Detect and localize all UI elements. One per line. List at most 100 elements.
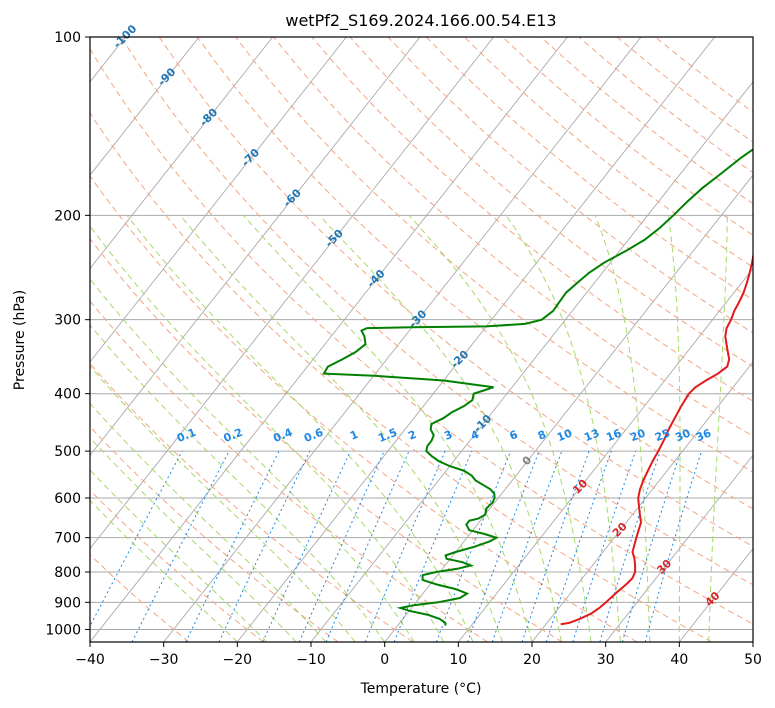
mixing-ratio-line xyxy=(491,450,563,642)
mixing-ratio-line xyxy=(364,450,446,642)
moist-adiabat xyxy=(126,214,474,642)
y-tick-label: 900 xyxy=(54,595,81,611)
moist-adiabat xyxy=(594,215,651,642)
dewpoint-profile-line xyxy=(322,147,753,626)
mixing-ratio-line xyxy=(621,450,682,642)
mixing-ratio-line xyxy=(218,450,311,642)
y-tick-label: 800 xyxy=(54,565,81,581)
y-tick-label: 300 xyxy=(54,313,81,329)
axis-layer: −40 −30 −20 −10 0 10 20 30 40 50 1000 900 800 700 600 5… xyxy=(45,30,762,668)
dry-adiabat xyxy=(90,237,563,642)
mixing-ratio-label: 13 xyxy=(582,426,601,444)
mixing-ratio-label: 25 xyxy=(653,426,672,444)
moist-adiabat xyxy=(90,437,297,642)
isotherm-line xyxy=(531,361,753,642)
x-tick-label: 40 xyxy=(670,652,688,668)
mixing-ratio-line xyxy=(435,450,512,642)
mixing-ratio-line xyxy=(467,450,540,642)
moist-adiabat xyxy=(90,324,386,642)
mixing-ratio-line xyxy=(90,450,183,628)
x-tick-label: −20 xyxy=(223,652,253,668)
series-layer xyxy=(322,147,753,626)
isotherm-line xyxy=(752,641,753,642)
isotherm-line xyxy=(90,37,495,550)
dry-adiabat xyxy=(158,37,753,547)
isotherm-line xyxy=(90,37,200,176)
mixing-ratio-line xyxy=(131,450,230,642)
x-axis-title: Temperature (°C) xyxy=(360,681,482,697)
mixing-ratio-label: 2 xyxy=(406,428,418,443)
mixing-ratio-line xyxy=(572,450,637,642)
dry-adiabat xyxy=(273,37,753,437)
x-tick-label: −40 xyxy=(75,652,105,668)
mixing-ratio-label: 16 xyxy=(604,426,623,444)
temperature-profile-line xyxy=(560,251,753,626)
x-tick-label: 10 xyxy=(449,652,467,668)
plot-frame xyxy=(89,36,754,643)
mixing-ratio-line xyxy=(545,450,612,642)
mixing-ratio-line xyxy=(298,450,385,642)
x-tick-label: −10 xyxy=(296,652,326,668)
mixing-ratio-label: 36 xyxy=(694,426,713,444)
moist-adiabat xyxy=(179,214,503,642)
isotherm-line xyxy=(236,37,716,642)
y-tick-label: 100 xyxy=(54,30,81,46)
isotherm-line xyxy=(90,37,568,642)
mixing-ratio-line xyxy=(185,450,280,642)
y-tick-label: 500 xyxy=(54,444,81,460)
x-tick-label: 20 xyxy=(523,652,541,668)
mixing-ratio-label: 8 xyxy=(536,428,548,443)
isotherm-line xyxy=(90,37,274,270)
moist-adiabat xyxy=(90,365,356,642)
y-tick-label: 600 xyxy=(54,491,81,507)
mixing-ratio-label: 30 xyxy=(673,426,692,444)
dry-adiabat xyxy=(90,47,753,625)
mixing-ratio-line xyxy=(393,450,473,642)
mixing-ratio-label: 3 xyxy=(442,428,454,443)
chart-title: wetPf2_S169.2024.166.00.54.E13 xyxy=(285,11,556,31)
mixing-ratio-line xyxy=(599,450,661,642)
moist-adiabat xyxy=(667,215,681,642)
isotherm-line xyxy=(163,37,642,642)
dry-adiabat xyxy=(90,175,638,642)
dry-adiabat xyxy=(90,554,190,642)
moist-adiabat xyxy=(505,215,621,642)
mixing-ratio-line xyxy=(521,450,590,642)
x-tick-label: 0 xyxy=(380,652,389,668)
dry-adiabat xyxy=(90,362,414,642)
dry-adiabat xyxy=(120,37,753,586)
grid-layer xyxy=(90,37,753,642)
y-tick-label: 1000 xyxy=(45,622,81,638)
plot-background xyxy=(90,37,753,642)
moist-adiabat xyxy=(319,214,562,642)
dry-adiabat xyxy=(196,37,753,510)
moist-adiabat xyxy=(90,402,327,642)
isotherm-line xyxy=(384,174,753,642)
dry-adiabat xyxy=(90,112,712,642)
moist-adiabat xyxy=(90,278,415,642)
mixing-ratio-line xyxy=(262,450,351,642)
y-tick-label: 700 xyxy=(54,531,81,547)
dry-adiabat xyxy=(349,37,753,368)
isotherm-line xyxy=(605,454,753,642)
dry-adiabat xyxy=(311,37,753,402)
mixing-ratio-label: 1 xyxy=(348,428,360,443)
isotherm-line xyxy=(90,37,347,363)
y-axis-title: Pressure (hPa) xyxy=(12,290,28,390)
isotherm-line xyxy=(310,81,753,642)
mixing-ratio-line xyxy=(644,450,702,642)
dry-adiabat xyxy=(235,37,753,473)
isotherm-line xyxy=(90,37,421,457)
mixing-ratio-label: 10 xyxy=(555,426,574,444)
y-tick-label: 200 xyxy=(54,208,81,224)
x-tick-label: 30 xyxy=(597,652,615,668)
dry-adiabat xyxy=(90,300,488,642)
y-tick-label: 400 xyxy=(54,387,81,403)
moist-adiabat xyxy=(90,499,238,642)
x-tick-label: −30 xyxy=(149,652,179,668)
x-tick-label: 50 xyxy=(744,652,762,668)
mixing-ratio-line xyxy=(325,450,410,642)
moist-adiabat xyxy=(708,215,728,642)
moist-adiabat xyxy=(243,214,533,642)
